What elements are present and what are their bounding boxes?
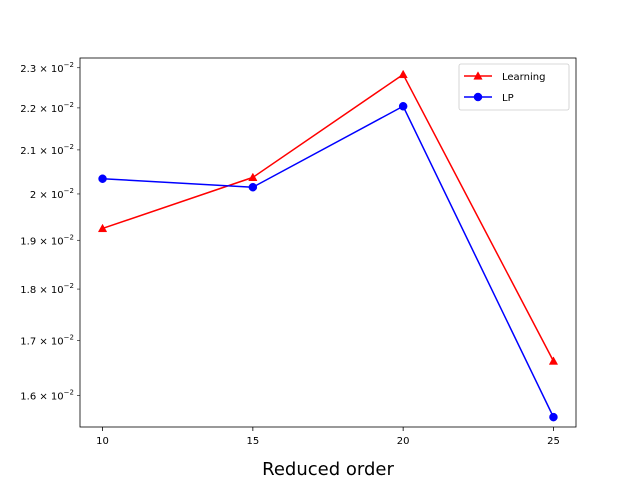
data-point-learning	[97, 223, 108, 233]
data-point-learning	[548, 356, 559, 365]
legend-label: LP	[502, 93, 514, 104]
data-point-learning	[248, 172, 258, 182]
y-tick-label: 2.1 × 10−2	[20, 143, 74, 157]
x-tick-label: 25	[547, 436, 560, 447]
data-point-learning	[398, 69, 408, 79]
legend-box	[458, 63, 570, 111]
x-tick-label: 15	[246, 436, 259, 447]
legend: Learning LP	[458, 63, 570, 111]
plot-area-frame	[79, 57, 577, 428]
series-line-learning	[102, 73, 555, 362]
axes-frame	[79, 57, 577, 428]
x-tick-label: 10	[96, 436, 109, 447]
data-point-lp	[248, 182, 258, 192]
y-tick-label: 1.7 × 10−2	[20, 334, 74, 348]
x-tick-label: 20	[397, 436, 410, 447]
series-line-lp	[102, 105, 555, 418]
legend-marker	[473, 71, 483, 80]
legend-entry-learning: Learning	[464, 71, 545, 83]
y-tick-label: 1.8 × 10−2	[20, 282, 74, 296]
y-tick-label: 2.2 × 10−2	[20, 101, 74, 115]
y-tick-label: 1.9 × 10−2	[20, 233, 74, 247]
y-axis: 1.6 × 10−2 1.7 × 10−2 1.8 × 10−2 1.9 × 10−2…	[20, 61, 80, 402]
y-tick-label: 1.6 × 10−2	[20, 388, 74, 402]
legend-entry-lp: LP	[464, 92, 514, 104]
legend-marker	[473, 92, 483, 102]
x-axis: 10 15 20 25	[96, 427, 560, 447]
series-lp	[98, 102, 558, 422]
data-point-lp	[549, 412, 558, 422]
data-point-lp	[398, 102, 408, 111]
series-learning	[97, 69, 559, 365]
y-tick-label: 2.3 × 10−2	[20, 61, 74, 75]
legend-label: Learning	[502, 72, 545, 83]
x-axis-label: Reduced order	[262, 459, 394, 480]
series-layer	[97, 69, 559, 422]
data-point-lp	[98, 174, 107, 183]
y-tick-label: 2 × 10−2	[30, 187, 74, 201]
